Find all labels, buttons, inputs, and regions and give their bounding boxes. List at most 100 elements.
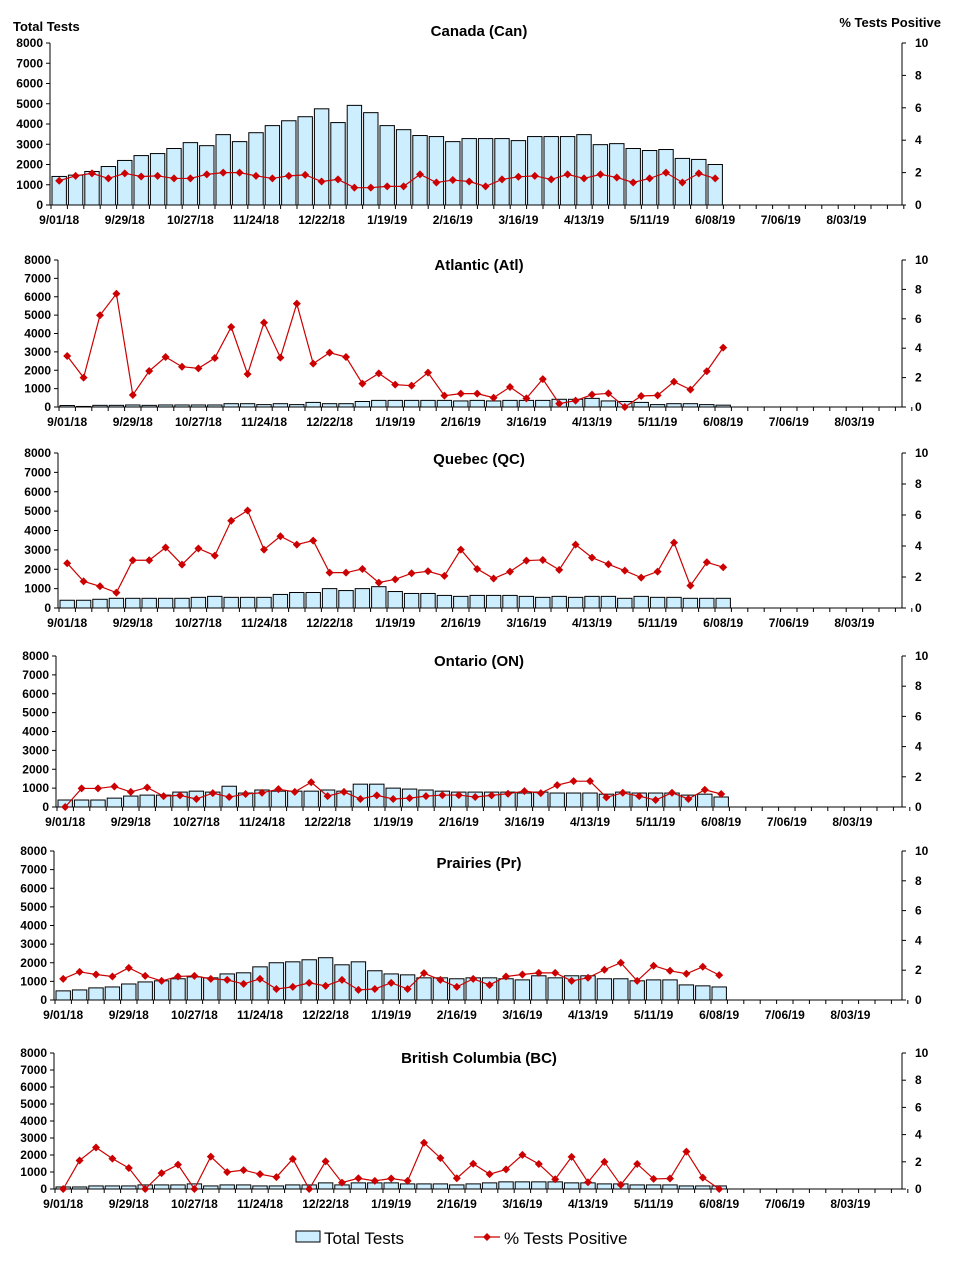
point-tests-positive xyxy=(715,1185,724,1193)
point-tests-positive xyxy=(698,962,707,971)
point-tests-positive xyxy=(600,965,609,974)
point-tests-positive xyxy=(407,381,416,390)
bar-total-tests xyxy=(549,792,565,808)
point-tests-positive xyxy=(243,506,252,515)
point-tests-positive xyxy=(420,1138,428,1147)
point-tests-positive xyxy=(534,968,543,977)
bar-total-tests xyxy=(268,1185,285,1190)
x-tick-label: 5/11/19 xyxy=(634,1008,674,1022)
bar-total-tests xyxy=(235,1184,252,1190)
bar-total-tests xyxy=(649,596,666,609)
point-tests-positive xyxy=(268,174,277,183)
point-tests-positive xyxy=(473,564,482,573)
x-tick-label: 3/16/19 xyxy=(498,213,538,227)
bar-total-tests xyxy=(125,404,141,408)
right-tick-label: 4 xyxy=(915,740,922,754)
point-tests-positive xyxy=(649,1174,658,1183)
bar-total-tests xyxy=(363,112,379,206)
point-tests-positive xyxy=(635,792,644,801)
point-tests-positive xyxy=(194,364,203,373)
point-tests-positive xyxy=(422,792,430,801)
bar-total-tests xyxy=(350,1182,367,1190)
point-tests-positive xyxy=(715,971,724,980)
point-tests-positive xyxy=(522,556,531,565)
bar-total-tests xyxy=(547,977,563,1001)
x-tick-label: 9/01/18 xyxy=(47,616,87,630)
x-tick-label: 8/03/19 xyxy=(834,415,874,429)
point-tests-positive xyxy=(290,787,299,796)
point-tests-positive xyxy=(325,568,334,577)
point-tests-positive xyxy=(489,574,498,583)
point-tests-positive xyxy=(432,178,441,187)
point-tests-positive xyxy=(354,1174,363,1183)
point-tests-positive xyxy=(190,1185,199,1193)
point-tests-positive xyxy=(649,961,658,970)
point-tests-positive xyxy=(555,565,564,574)
point-tests-positive xyxy=(694,169,703,178)
right-tick-label: 2 xyxy=(915,770,922,784)
x-tick-label: 10/27/18 xyxy=(175,415,222,429)
right-tick-label: 8 xyxy=(915,874,922,888)
bar-total-tests xyxy=(75,405,92,408)
bar-total-tests xyxy=(645,1184,662,1190)
point-tests-positive xyxy=(682,1147,691,1156)
right-tick-label: 0 xyxy=(915,800,922,814)
point-tests-positive xyxy=(225,793,234,802)
point-tests-positive xyxy=(227,323,236,332)
left-tick-label: 1000 xyxy=(20,974,47,988)
point-tests-positive xyxy=(391,380,400,389)
bar-total-tests xyxy=(697,793,713,808)
bar-total-tests xyxy=(223,403,239,408)
left-tick-label: 3000 xyxy=(22,743,49,757)
x-tick-label: 4/13/19 xyxy=(572,616,612,630)
x-tick-label: 1/19/19 xyxy=(367,213,407,227)
x-tick-label: 2/16/19 xyxy=(439,815,479,829)
point-tests-positive xyxy=(239,1166,248,1175)
point-tests-positive xyxy=(487,791,496,800)
point-tests-positive xyxy=(389,794,398,803)
right-tick-label: 6 xyxy=(915,1100,922,1114)
point-tests-positive xyxy=(340,787,348,796)
point-tests-positive xyxy=(448,176,457,185)
bar-total-tests xyxy=(182,142,199,206)
point-tests-positive xyxy=(403,984,412,993)
left-tick-label: 2000 xyxy=(22,762,49,776)
bar-total-tests xyxy=(252,1185,268,1190)
left-tick-label: 3000 xyxy=(24,345,51,359)
left-tick-label: 4000 xyxy=(20,919,47,933)
point-tests-positive xyxy=(700,785,709,794)
point-tests-positive xyxy=(534,1159,543,1168)
panel-ontario-on: Ontario (ON) 0 1000 2000 3000 4000 5000 6000 700… xyxy=(22,649,928,829)
point-tests-positive xyxy=(112,588,121,597)
point-tests-positive xyxy=(571,396,580,405)
x-tick-label: 2/16/19 xyxy=(433,213,473,227)
bar-total-tests xyxy=(338,403,354,408)
point-tests-positive xyxy=(485,1170,494,1179)
bar-total-tests xyxy=(100,166,117,206)
point-tests-positive xyxy=(92,970,100,979)
point-tests-positive xyxy=(498,175,506,184)
point-tests-positive xyxy=(354,985,363,994)
left-tick-label: 1000 xyxy=(22,781,49,795)
line-tests-positive xyxy=(66,292,724,408)
legend: Total Tests % Tests Positive xyxy=(295,1229,627,1248)
x-tick-label: 6/08/19 xyxy=(699,1197,739,1211)
x-tick-label: 2/16/19 xyxy=(441,616,481,630)
point-tests-positive xyxy=(124,963,133,972)
left-tick-label: 5000 xyxy=(16,97,43,111)
point-tests-positive xyxy=(206,974,215,983)
x-tick-label: 1/19/19 xyxy=(371,1197,411,1211)
point-tests-positive xyxy=(567,976,576,985)
right-tick-label: 6 xyxy=(915,312,922,326)
bar-total-tests xyxy=(170,978,186,1001)
point-tests-positive xyxy=(637,573,646,582)
bar-total-tests xyxy=(256,596,272,609)
bar-total-tests xyxy=(239,596,256,609)
bar-total-tests xyxy=(289,592,305,609)
bar-total-tests xyxy=(461,138,477,206)
x-tick-label: 11/24/18 xyxy=(237,1197,283,1211)
point-tests-positive xyxy=(522,394,531,403)
point-tests-positive xyxy=(465,177,474,186)
left-tick-label: 2000 xyxy=(20,1148,47,1162)
point-tests-positive xyxy=(620,566,629,575)
